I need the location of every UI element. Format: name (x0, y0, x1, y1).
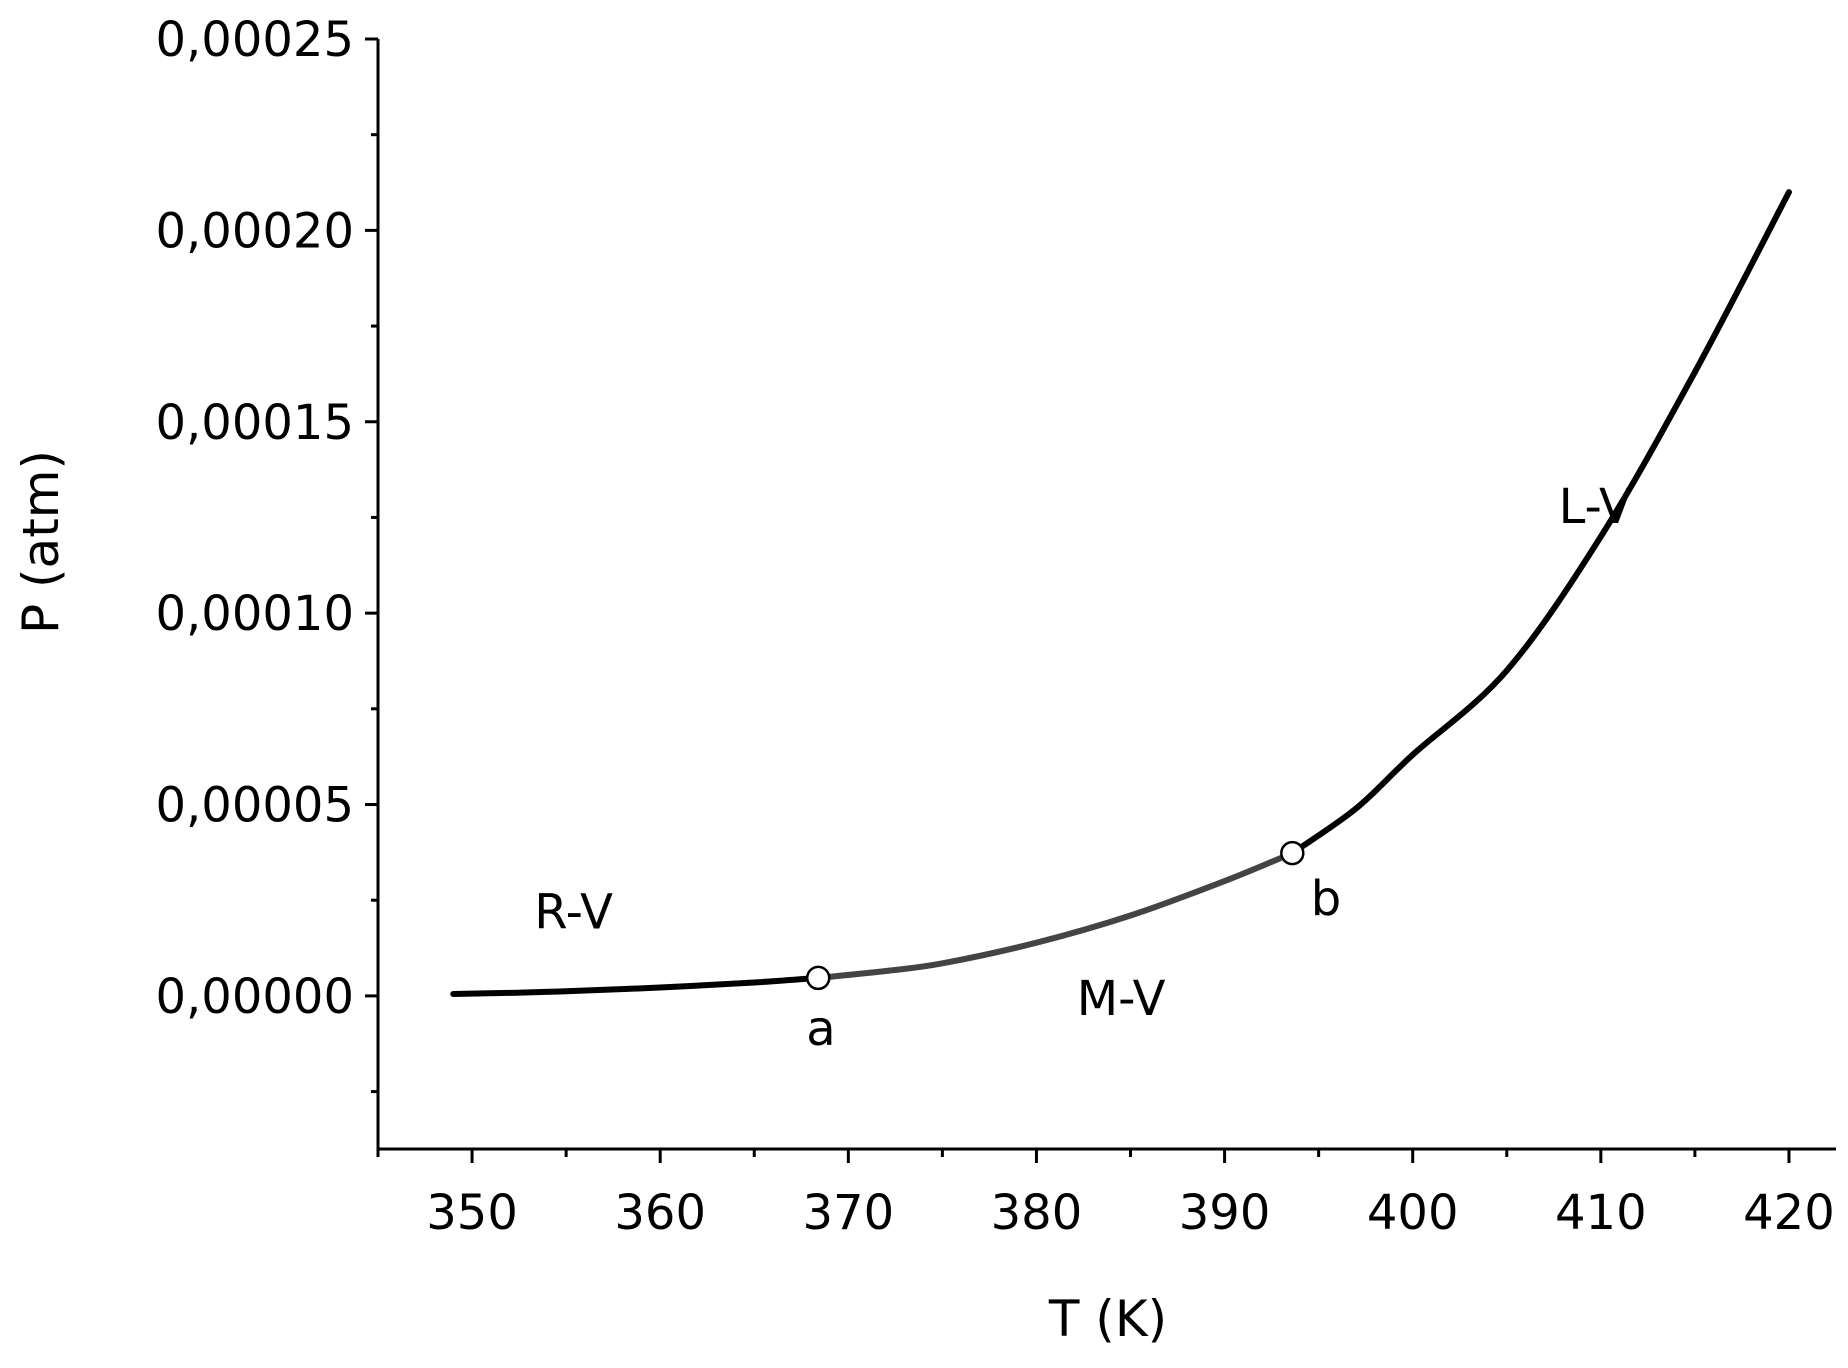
curve-r-v (450, 974, 822, 997)
y-tick-label: 0,00015 (156, 395, 355, 451)
point-marker-a (805, 965, 831, 991)
x-tick-label: 410 (1555, 1185, 1647, 1241)
curve-l-v (1289, 189, 1792, 857)
point-marker-b (1280, 840, 1305, 866)
annotations: a b R-V M-V L-V (534, 479, 1632, 1057)
point-label-a: a (806, 1001, 835, 1057)
point-label-b: b (1311, 871, 1341, 927)
x-tick-label: 370 (803, 1185, 895, 1241)
y-axis-title: P (atm) (12, 450, 70, 634)
region-label-r-v: R-V (534, 885, 613, 941)
curves (450, 189, 1792, 997)
axes: 0,00000 0,00005 0,00010 0,00015 0,00020 0,000… (156, 12, 1836, 1241)
region-label-l-v: L-V (1559, 479, 1632, 535)
x-tick-label: 390 (1179, 1185, 1271, 1241)
y-tick-label: 0,00020 (156, 203, 355, 259)
y-tick-label: 0,00025 (156, 12, 355, 68)
x-tick-label: 380 (991, 1185, 1083, 1241)
curve-m-v (815, 850, 1296, 981)
x-axis-title: T (K) (1048, 1290, 1167, 1348)
y-tick-label: 0,00000 (156, 969, 355, 1025)
x-tick-label: 400 (1367, 1185, 1459, 1241)
region-label-m-v: M-V (1077, 971, 1166, 1027)
x-tick-label: 420 (1743, 1185, 1835, 1241)
y-tick-label: 0,00010 (156, 586, 355, 642)
x-tick-label: 350 (426, 1185, 518, 1241)
y-tick-label: 0,00005 (156, 778, 355, 834)
x-tick-label: 360 (614, 1185, 706, 1241)
